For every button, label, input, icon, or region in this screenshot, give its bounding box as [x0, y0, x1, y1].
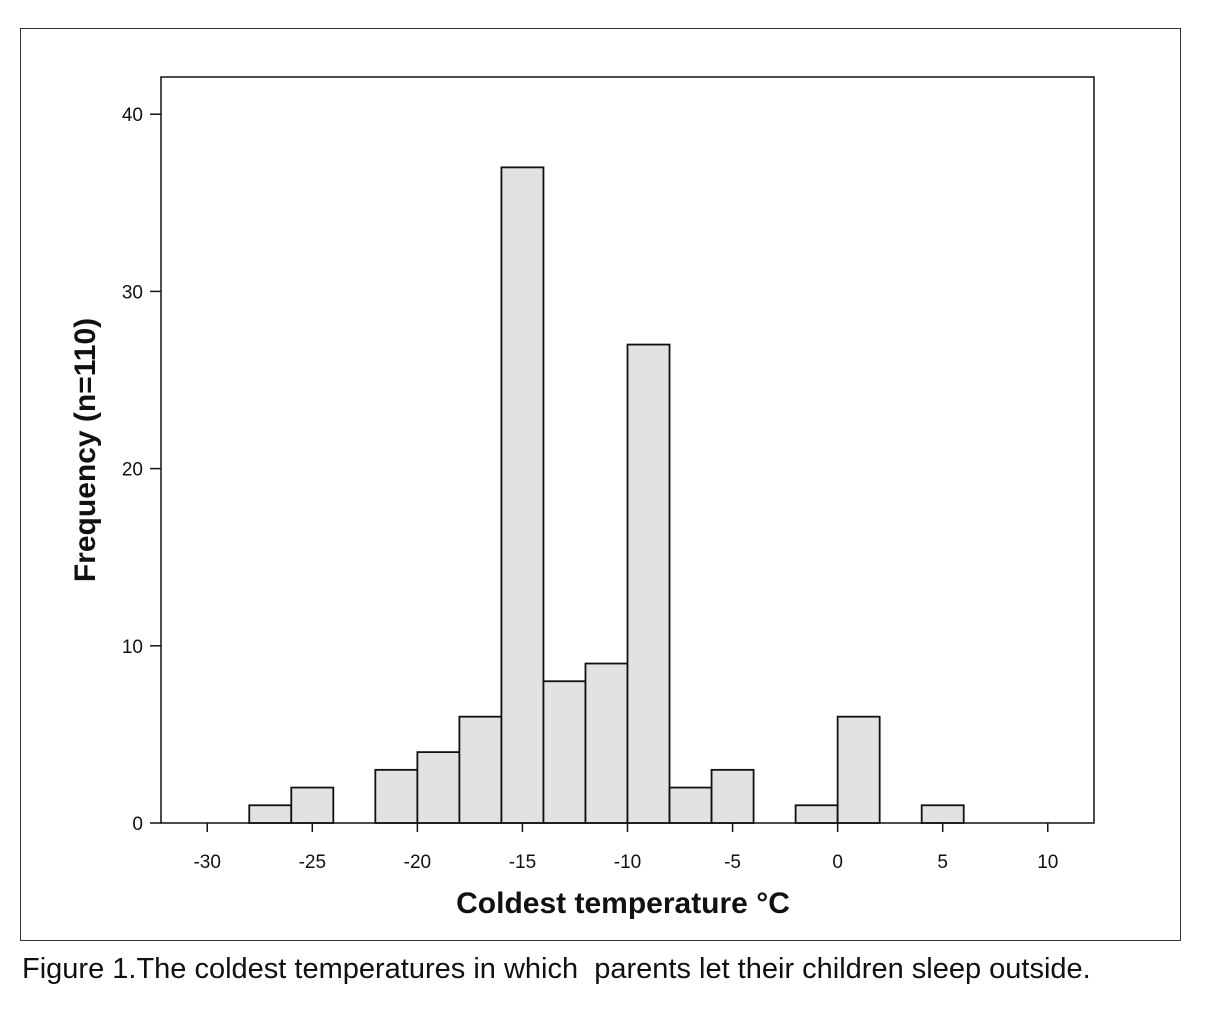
histogram-bar	[500, 166, 545, 824]
figure-frame	[20, 28, 1181, 941]
histogram-chart: -30 -25 -20 -15 -10 -5 0 5 10 0 10 20 30 40 Coldest …	[69, 76, 1095, 920]
y-axis: 0 10 20 30 40	[122, 105, 161, 835]
histogram-bar	[668, 786, 713, 824]
x-tick-label: -25	[299, 852, 326, 873]
x-tick-label: 5	[937, 852, 948, 873]
figure-caption: Figure 1.The coldest temperatures in whi…	[22, 953, 1091, 985]
histogram-bar	[584, 662, 629, 824]
bars-group	[248, 166, 965, 824]
histogram-bar	[542, 680, 587, 824]
x-tick-label: 10	[1037, 852, 1058, 873]
x-tick-label: -15	[509, 852, 536, 873]
histogram-bar	[458, 715, 503, 824]
y-tick-label: 10	[122, 637, 143, 658]
y-tick-label: 0	[132, 814, 143, 835]
histogram-bar	[920, 804, 965, 824]
x-tick-label: -30	[193, 852, 220, 873]
y-axis-title: Frequency (n=110)	[69, 318, 102, 582]
x-tick-label: -5	[724, 852, 741, 873]
x-axis-title: Coldest temperature °C	[456, 887, 790, 920]
histogram-bar	[290, 786, 335, 824]
histogram-bar	[248, 804, 293, 824]
histogram-bar	[416, 751, 461, 824]
histogram-bar	[626, 343, 671, 824]
histogram-bar	[710, 768, 755, 824]
histogram-bar	[794, 804, 839, 824]
y-tick-label: 40	[122, 105, 143, 126]
x-tick-label: -10	[614, 852, 641, 873]
y-tick-label: 30	[122, 282, 143, 303]
histogram-bar	[836, 715, 881, 824]
x-axis: -30 -25 -20 -15 -10 -5 0 5 10	[193, 823, 1058, 873]
y-tick-label: 20	[122, 460, 143, 481]
x-tick-label: -20	[404, 852, 431, 873]
x-tick-label: 0	[832, 852, 843, 873]
histogram-bar	[374, 768, 419, 824]
